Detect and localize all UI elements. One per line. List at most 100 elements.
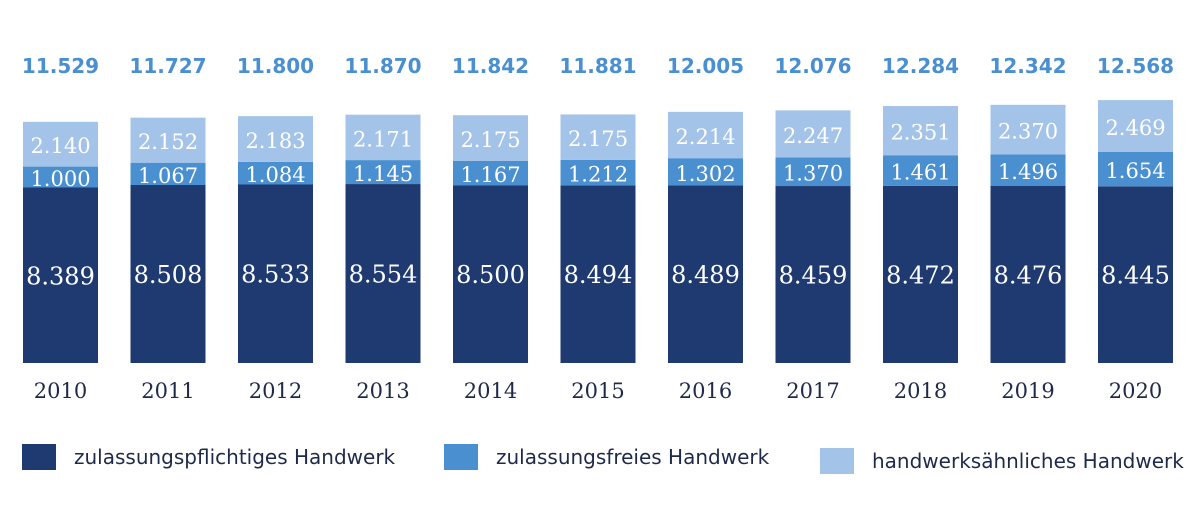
- bar-segment-0: [990, 185, 1066, 363]
- bar-segment-1: [775, 157, 851, 187]
- bar-group-2016: 8.489 1.302 2.214 12.005 2016: [667, 54, 744, 403]
- bar-segment-0: [130, 185, 206, 363]
- total-label: 11.800: [237, 54, 314, 78]
- bar-segment-2: [23, 121, 98, 167]
- bar-segment-label: 2.152: [138, 130, 198, 154]
- total-label: 12.568: [1097, 54, 1174, 78]
- bar-segment-label: 1.496: [998, 160, 1058, 184]
- legend-swatch: [22, 444, 56, 470]
- x-tick-label: 2011: [141, 379, 194, 403]
- x-tick-label: 2010: [34, 379, 87, 403]
- bar-segment-label: 2.175: [568, 127, 628, 151]
- total-label: 11.727: [129, 54, 206, 78]
- bar-segment-label: 8.554: [349, 261, 418, 289]
- bar-segment-label: 1.145: [353, 162, 413, 186]
- bar-segment-2: [883, 106, 958, 156]
- bar-segment-2: [668, 111, 743, 159]
- bar-segment-label: 8.500: [456, 261, 525, 289]
- bar-segment-1: [560, 159, 636, 186]
- bar-segment-label: 8.445: [1101, 262, 1170, 290]
- total-label: 12.005: [667, 54, 744, 78]
- x-tick-label: 2017: [786, 379, 839, 403]
- bar-group-2015: 8.494 1.212 2.175 11.881 2015: [559, 54, 636, 403]
- x-tick-label: 2015: [571, 379, 624, 403]
- bar-segment-label: 8.476: [994, 261, 1063, 289]
- total-label: 12.342: [989, 54, 1066, 78]
- bar-segment-1: [345, 160, 421, 185]
- total-label: 11.881: [559, 54, 636, 78]
- bar-segment-0: [1098, 186, 1173, 363]
- bar-segment-label: 8.489: [671, 261, 740, 289]
- bar-group-2017: 8.459 1.370 2.247 12.076 2017: [774, 54, 851, 403]
- bar-segment-label: 2.469: [1105, 116, 1165, 140]
- bar-segment-label: 2.175: [460, 128, 520, 152]
- x-tick-label: 2014: [464, 379, 517, 403]
- bar-segment-2: [345, 114, 421, 161]
- total-label: 11.870: [344, 54, 421, 78]
- legend: zulassungspflichtiges Handwerk zulassung…: [0, 436, 1200, 486]
- bar-segment-label: 1.212: [568, 163, 628, 187]
- bar-segment-0: [238, 184, 313, 363]
- bar-segment-1: [883, 155, 958, 186]
- bar-segment-label: 8.472: [886, 261, 955, 289]
- bar-segment-0: [560, 185, 636, 363]
- bar-segment-1: [990, 154, 1066, 186]
- bar-segment-label: 8.508: [134, 261, 203, 289]
- x-tick-label: 2013: [356, 379, 409, 403]
- bar-segment-label: 2.247: [783, 124, 843, 148]
- bar-segment-label: 1.167: [460, 163, 520, 187]
- bar-segment-0: [23, 187, 98, 363]
- bar-segment-0: [453, 185, 528, 363]
- total-label: 12.076: [774, 54, 851, 78]
- bar-segment-0: [883, 185, 958, 363]
- bar-group-2019: 8.476 1.496 2.370 12.342 2019: [989, 54, 1066, 403]
- legend-label: zulassungspflichtiges Handwerk: [74, 445, 396, 469]
- legend-swatch: [444, 444, 478, 470]
- x-tick-label: 2018: [894, 379, 947, 403]
- x-tick-label: 2012: [249, 379, 302, 403]
- x-tick-label: 2016: [679, 379, 732, 403]
- bar-segment-0: [775, 186, 851, 363]
- stacked-bar-chart: 8.389 1.000 2.140 11.529 2010 8.508 1.067 2.152…: [22, 54, 1174, 403]
- bar-segment-label: 1.067: [138, 164, 198, 188]
- bar-segment-1: [668, 158, 743, 186]
- bar-segment-0: [668, 185, 743, 363]
- bar-segment-2: [453, 115, 528, 161]
- bar-segment-label: 1.302: [675, 162, 735, 186]
- bar-group-2018: 8.472 1.461 2.351 12.284 2018: [882, 54, 959, 403]
- bar-segment-label: 2.183: [245, 129, 305, 153]
- bar-group-2010: 8.389 1.000 2.140 11.529 2010: [22, 54, 99, 403]
- bar-segment-2: [130, 117, 206, 163]
- bar-group-2020: 8.445 1.654 2.469 12.568 2020: [1097, 54, 1174, 403]
- bar-segment-label: 2.351: [890, 121, 950, 145]
- bar-segment-2: [1098, 100, 1173, 152]
- bar-group-2011: 8.508 1.067 2.152 11.727 2011: [129, 54, 206, 403]
- legend-label: zulassungsfreies Handwerk: [496, 445, 770, 469]
- bar-segment-label: 2.171: [353, 127, 413, 151]
- x-tick-label: 2019: [1001, 379, 1054, 403]
- bar-segment-2: [560, 114, 636, 160]
- bar-segment-1: [23, 166, 98, 188]
- legend-item-zulassungspflichtig: zulassungspflichtiges Handwerk: [22, 444, 395, 470]
- bar-segment-2: [990, 104, 1066, 155]
- legend-item-zulassungsfrei: zulassungsfreies Handwerk: [444, 444, 769, 470]
- legend-label: handwerksähnliches Handwerk: [872, 449, 1184, 473]
- bar-group-2013: 8.554 1.145 2.171 11.870 2013: [344, 54, 421, 403]
- bar-segment-1: [1098, 151, 1173, 187]
- bar-segment-label: 2.214: [675, 125, 735, 149]
- total-label: 11.529: [22, 54, 99, 78]
- bar-segment-label: 1.654: [1105, 159, 1165, 183]
- total-label: 12.284: [882, 54, 959, 78]
- bar-segment-2: [775, 110, 851, 158]
- bar-segment-1: [130, 162, 206, 186]
- bar-segment-1: [238, 161, 313, 185]
- bar-segment-label: 8.533: [241, 261, 310, 289]
- bar-segment-label: 1.000: [30, 167, 90, 191]
- legend-swatch: [820, 448, 854, 474]
- bar-segment-label: 8.459: [779, 262, 848, 290]
- bar-segment-label: 8.389: [26, 262, 95, 290]
- bar-segment-0: [345, 184, 421, 363]
- bar-segment-1: [453, 160, 528, 186]
- legend-item-handwerksaehnlich: handwerksähnliches Handwerk: [820, 448, 1184, 474]
- bar-segment-label: 1.461: [890, 160, 950, 184]
